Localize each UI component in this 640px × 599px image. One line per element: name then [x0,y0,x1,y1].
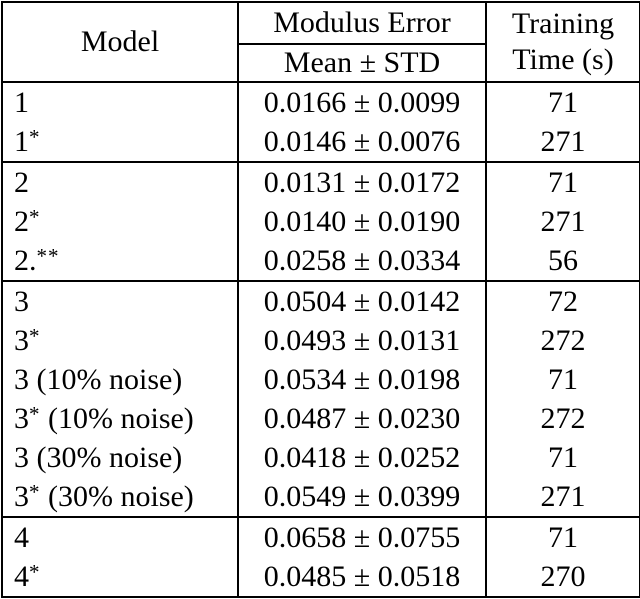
table-row: 3* (10% noise) 0.0487 ± 0.0230 272 [2,399,640,438]
model-superscript: * [29,204,41,229]
model-label: 2 [14,204,29,238]
model-label: 3 [14,440,29,474]
model-label: 4 [14,559,29,593]
header-training-line2: Time (s) [512,43,614,76]
training-time-cell: 71 [548,440,578,474]
table-row: 3 (10% noise) 0.0534 ± 0.0198 71 [2,360,640,399]
modulus-error-cell: 0.0146 ± 0.0076 [237,122,487,162]
training-time-cell: 271 [540,479,586,513]
model-label: 1 [14,85,29,119]
table-row: 2.** 0.0258 ± 0.0334 56 [2,241,640,281]
modulus-error-cell: 0.0418 ± 0.0252 [237,438,487,477]
training-time-cell: 271 [540,124,586,158]
modulus-error-cell: 0.0131 ± 0.0172 [237,161,487,202]
modulus-error-cell: 0.0485 ± 0.0518 [237,557,487,597]
model-label: 3 [14,401,29,435]
header-modulus-error: Modulus Error [237,2,487,45]
model-suffix: (30% noise) [29,440,183,474]
table-row: 3* 0.0493 ± 0.0131 272 [2,321,640,360]
model-label: 3 [14,323,29,357]
model-cell: 2.** [2,241,238,281]
model-cell: 3 (30% noise) [2,438,238,477]
model-cell: 3 (10% noise) [2,360,238,399]
model-superscript: * [29,559,41,584]
model-label: 1 [14,124,29,158]
modulus-error-cell: 0.0166 ± 0.0099 [237,81,487,122]
modulus-error-cell: 0.0140 ± 0.0190 [237,202,487,241]
training-time-cell: 56 [548,243,578,277]
model-cell: 4* [2,557,238,597]
training-time-cell: 71 [486,516,640,557]
training-time-cell: 271 [540,204,586,238]
model-label: 4 [14,520,29,554]
model-label: 2 [14,165,29,199]
model-superscript: ** [36,243,60,268]
training-time-cell: 71 [486,81,640,122]
table-row: 2 0.0131 ± 0.0172 71 [2,161,640,202]
model-cell: 1 [2,81,238,122]
model-suffix: (10% noise) [40,401,194,435]
header-training-line1: Training [511,7,615,40]
model-cell: 2 [2,161,238,202]
table-row: 3 (30% noise) 0.0418 ± 0.0252 71 [2,438,640,477]
modulus-error-cell: 0.0504 ± 0.0142 [237,280,487,321]
modulus-error-cell: 0.0534 ± 0.0198 [237,360,487,399]
model-cell: 3* (30% noise) [2,477,238,517]
model-cell: 2* [2,202,238,241]
model-superscript: * [29,401,41,426]
table-row: 2* 0.0140 ± 0.0190 271 [2,202,640,241]
model-cell: 4 [2,516,238,557]
model-suffix: (10% noise) [29,362,183,396]
table-row: 4* 0.0485 ± 0.0518 270 [2,557,640,597]
model-cell: 3* (10% noise) [2,399,238,438]
table-row: 4 0.0658 ± 0.0755 71 [2,516,640,557]
header-row-1: Model Modulus Error Training Time (s) [2,2,640,76]
modulus-error-cell: 0.0487 ± 0.0230 [237,399,487,438]
model-superscript: * [29,124,41,149]
model-cell: 3 [2,280,238,321]
training-time-cell: 71 [486,161,640,202]
table-row: 3 0.0504 ± 0.0142 72 [2,280,640,321]
modulus-error-cell: 0.0658 ± 0.0755 [237,516,487,557]
training-time-cell: 272 [540,323,586,357]
modulus-error-cell: 0.0549 ± 0.0399 [237,477,487,517]
model-suffix: (30% noise) [40,479,194,513]
header-training-time: Training Time (s) [486,2,640,82]
modulus-error-cell: 0.0493 ± 0.0131 [237,321,487,360]
modulus-error-cell: 0.0258 ± 0.0334 [237,241,487,281]
model-superscript: * [29,479,41,504]
training-time-cell: 72 [486,280,640,321]
header-mean-std: Mean ± STD [237,44,487,82]
model-superscript: * [29,323,41,348]
model-label: 3 [14,362,29,396]
table-row: 1 0.0166 ± 0.0099 71 [2,81,640,122]
training-time-cell: 71 [548,362,578,396]
training-time-cell: 272 [540,401,586,435]
model-label: 2. [14,243,37,277]
model-label: 3 [14,284,29,318]
model-label: 3 [14,479,29,513]
model-cell: 1* [2,122,238,162]
header-model: Model [80,25,160,58]
table-row: 1* 0.0146 ± 0.0076 271 [2,122,640,162]
header-row-2: Mean ± STD [2,44,640,82]
table-row: 3* (30% noise) 0.0549 ± 0.0399 271 [2,477,640,517]
model-cell: 3* [2,321,238,360]
training-time-cell: 270 [540,559,586,593]
